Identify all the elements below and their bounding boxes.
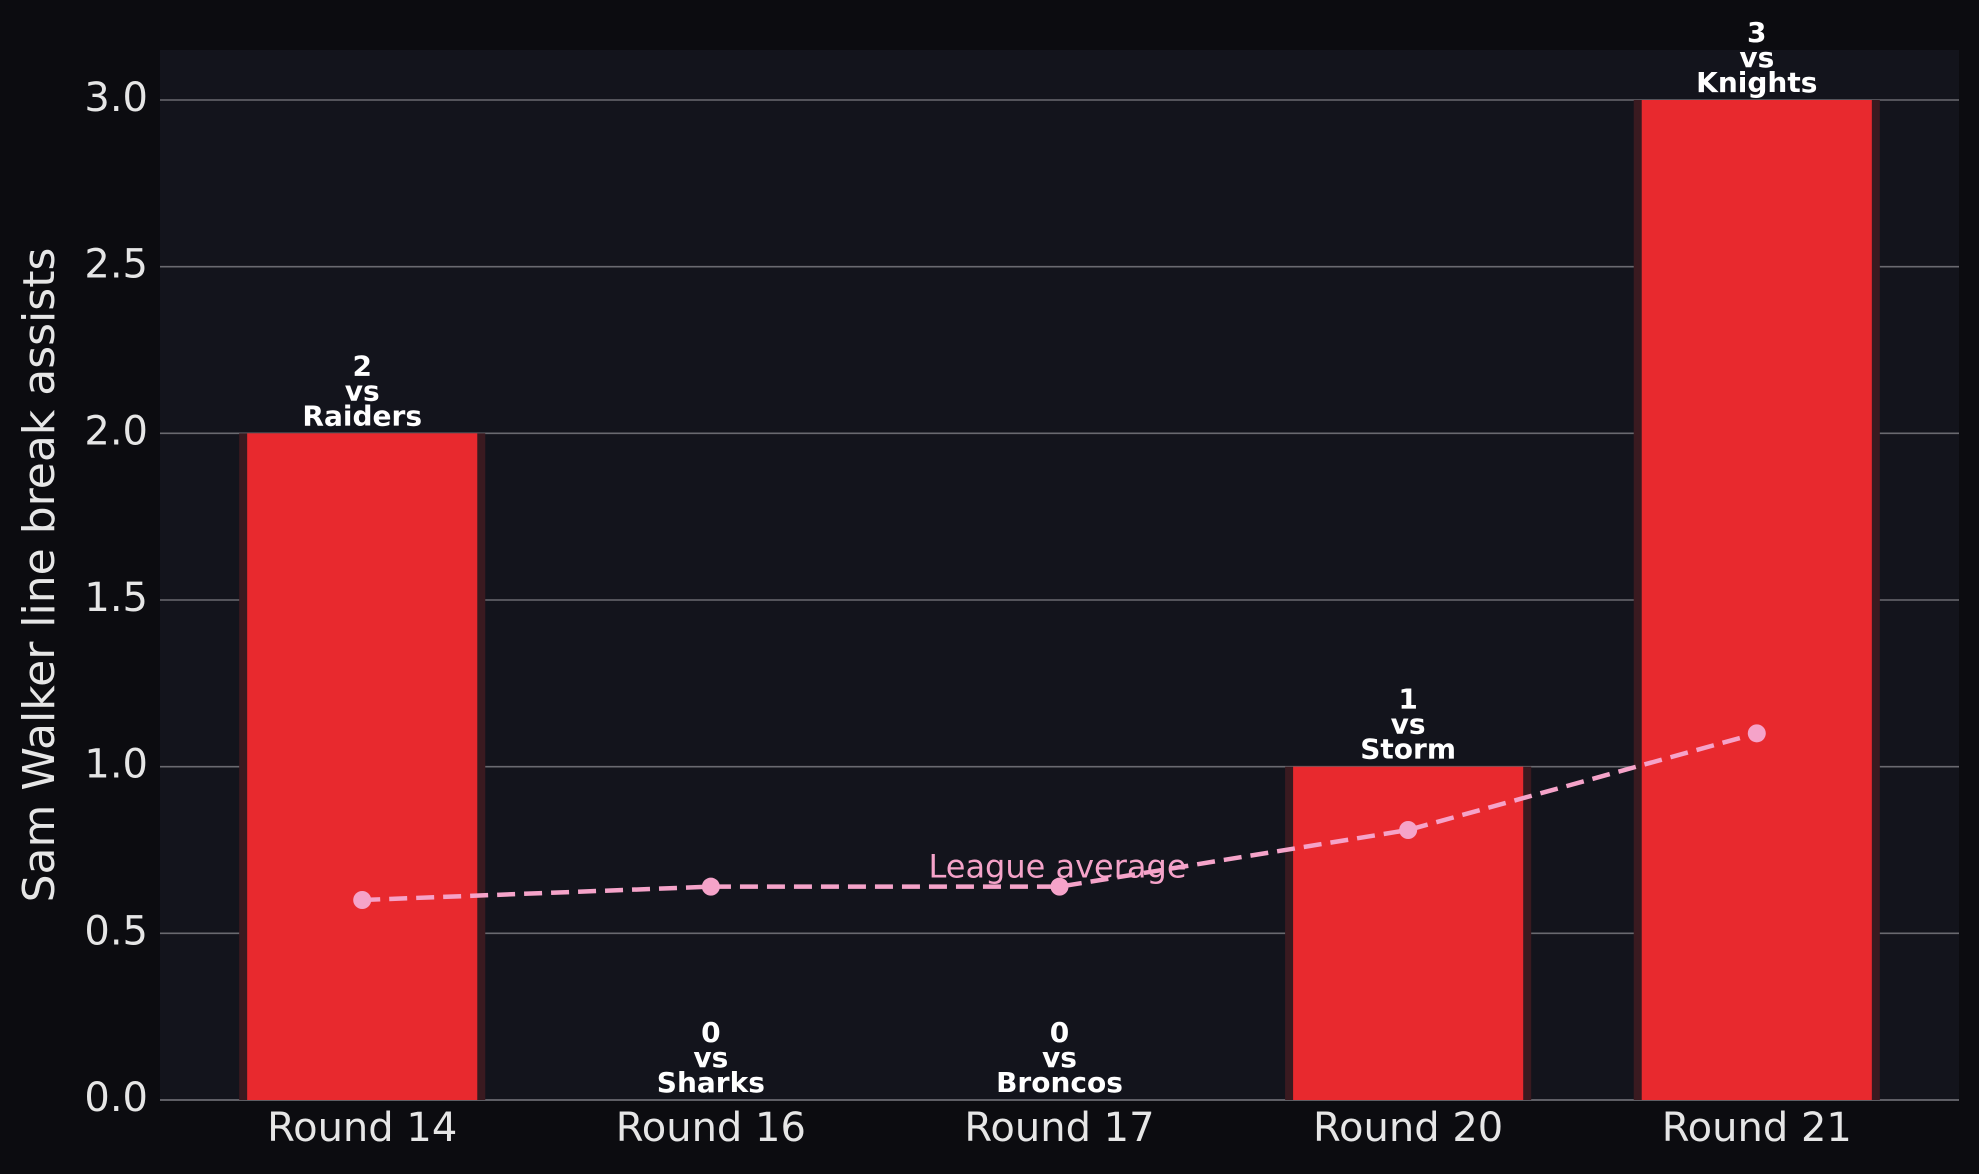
- x-tick-label: Round 20: [1313, 1105, 1503, 1151]
- bar: [1293, 766, 1524, 1100]
- average-marker: [1399, 821, 1418, 839]
- average-marker: [1050, 877, 1069, 896]
- average-marker: [701, 877, 720, 896]
- x-tick-label: Round 14: [267, 1105, 457, 1151]
- data-label-opponent: Knights: [1696, 66, 1817, 99]
- data-label-value: 1: [1398, 683, 1417, 716]
- data-label-value: 0: [701, 1016, 720, 1049]
- y-tick-label: 0.5: [84, 908, 148, 954]
- data-label-value: 0: [1050, 1016, 1069, 1049]
- data-label-value: 2: [352, 349, 371, 382]
- average-marker: [1747, 724, 1766, 743]
- y-tick-label: 3.0: [84, 75, 148, 121]
- data-label-connector: vs: [1391, 708, 1426, 741]
- y-tick-label: 1.0: [84, 742, 148, 788]
- data-label-opponent: Raiders: [302, 399, 422, 432]
- average-marker: [353, 891, 372, 909]
- x-tick-label: Round 17: [964, 1105, 1154, 1151]
- y-tick-label: 2.5: [84, 242, 148, 288]
- x-tick-label: Round 21: [1662, 1105, 1852, 1151]
- data-label-connector: vs: [1739, 41, 1774, 74]
- average-line: [362, 731, 1758, 903]
- data-label-connector: vs: [693, 1041, 728, 1074]
- average-label: League average: [928, 848, 1186, 886]
- data-label-opponent: Storm: [1360, 733, 1456, 766]
- data-label-opponent: Sharks: [657, 1066, 765, 1099]
- y-tick-label: 2.0: [84, 408, 148, 454]
- y-axis-label: Sam Walker line break assists: [14, 248, 65, 903]
- y-tick-label: 1.5: [84, 575, 148, 621]
- x-tick-label: Round 16: [616, 1105, 806, 1151]
- bar: [1641, 100, 1872, 1100]
- y-tick-label: 0.0: [84, 1075, 148, 1121]
- data-label-opponent: Broncos: [996, 1066, 1123, 1099]
- data-label-connector: vs: [345, 374, 380, 407]
- data-label-value: 3: [1747, 16, 1766, 49]
- data-label-connector: vs: [1042, 1041, 1077, 1074]
- bar: [247, 433, 478, 1100]
